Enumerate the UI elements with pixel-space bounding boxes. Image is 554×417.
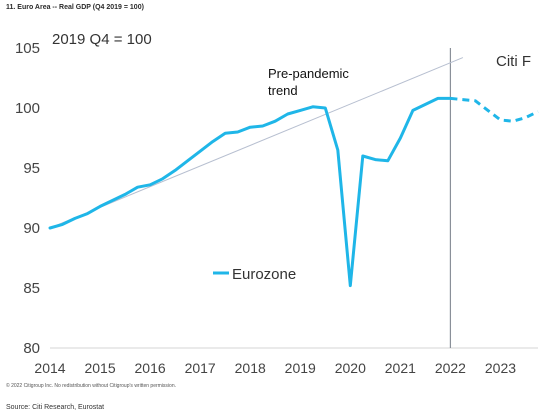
- forecast-label: Citi F: [496, 53, 531, 70]
- trend-label-line1: Pre-pandemic: [268, 66, 349, 81]
- x-tick-label: 2017: [185, 360, 216, 376]
- y-tick-label: 85: [23, 280, 40, 297]
- trend-label-line2: trend: [268, 83, 298, 98]
- copyright-note: © 2022 Citigroup Inc. No redistribution …: [6, 383, 176, 389]
- legend-label: Eurozone: [232, 266, 296, 283]
- x-tick-labels: 2014 2015 2016 2017 2018 2019 2020 2021 2022 2023: [34, 360, 516, 376]
- y-tick-label: 95: [23, 160, 40, 177]
- figure-title: 11. Euro Area -- Real GDP (Q4 2019 = 100…: [6, 4, 144, 11]
- x-tick-label: 2022: [435, 360, 466, 376]
- x-tick-label: 2020: [335, 360, 366, 376]
- y-tick-label: 100: [15, 100, 40, 117]
- eurozone-series-line: [48, 96, 452, 288]
- y-tick-label: 90: [23, 220, 40, 237]
- x-tick-label: 2018: [235, 360, 266, 376]
- forecast-series-line: [450, 96, 539, 123]
- pre-pandemic-trend-line: [49, 57, 464, 229]
- x-tick-label: 2019: [285, 360, 316, 376]
- x-tick-label: 2016: [135, 360, 166, 376]
- y-tick-label: 80: [23, 340, 40, 357]
- y-tick-labels: 80 85 90 95 100 105: [15, 40, 40, 357]
- source-note: Source: Citi Research, Eurostat: [6, 404, 105, 411]
- x-tick-label: 2023: [485, 360, 516, 376]
- y-axis-label: 2019 Q4 = 100: [52, 31, 152, 48]
- x-tick-label: 2021: [385, 360, 416, 376]
- x-tick-label: 2015: [84, 360, 115, 376]
- y-tick-label: 105: [15, 40, 40, 57]
- x-tick-label: 2014: [34, 360, 65, 376]
